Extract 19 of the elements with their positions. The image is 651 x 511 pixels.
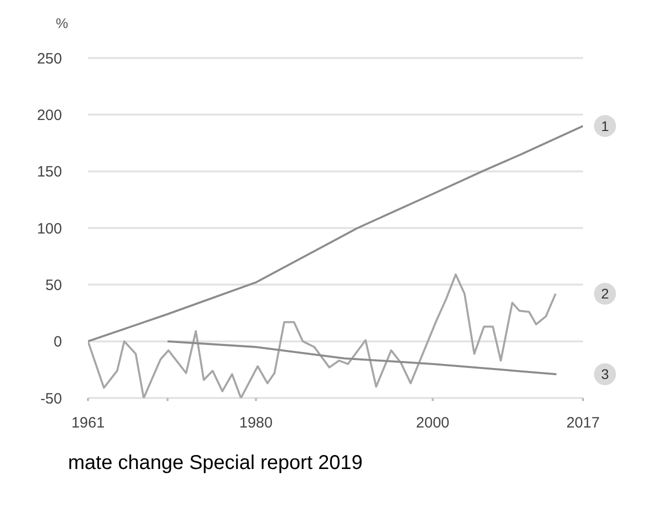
text: 3 [601, 366, 610, 382]
y-tick-label: 250 [36, 50, 62, 68]
line-series [88, 273, 557, 398]
y-tick-label: 50 [45, 276, 62, 294]
series-label: 1 [601, 118, 610, 134]
y-tick-label: -50 [40, 390, 62, 408]
x-tick-label: 2000 [416, 414, 450, 432]
x-tick-label: 1980 [239, 414, 273, 432]
y-tick-label: 0 [54, 334, 62, 351]
y-tick-label: 200 [36, 106, 62, 124]
x-tick-label: 1961 [71, 414, 105, 432]
line-series [88, 125, 583, 342]
y-tick-label: 150 [36, 164, 62, 181]
line-series [166, 340, 558, 376]
y-tick-label: 100 [36, 220, 62, 238]
y-axis-title: % [56, 15, 68, 31]
text: mate change Special report 2019 [68, 452, 364, 475]
text: 2 [601, 286, 610, 302]
x-tick-label: 2017 [566, 414, 600, 432]
